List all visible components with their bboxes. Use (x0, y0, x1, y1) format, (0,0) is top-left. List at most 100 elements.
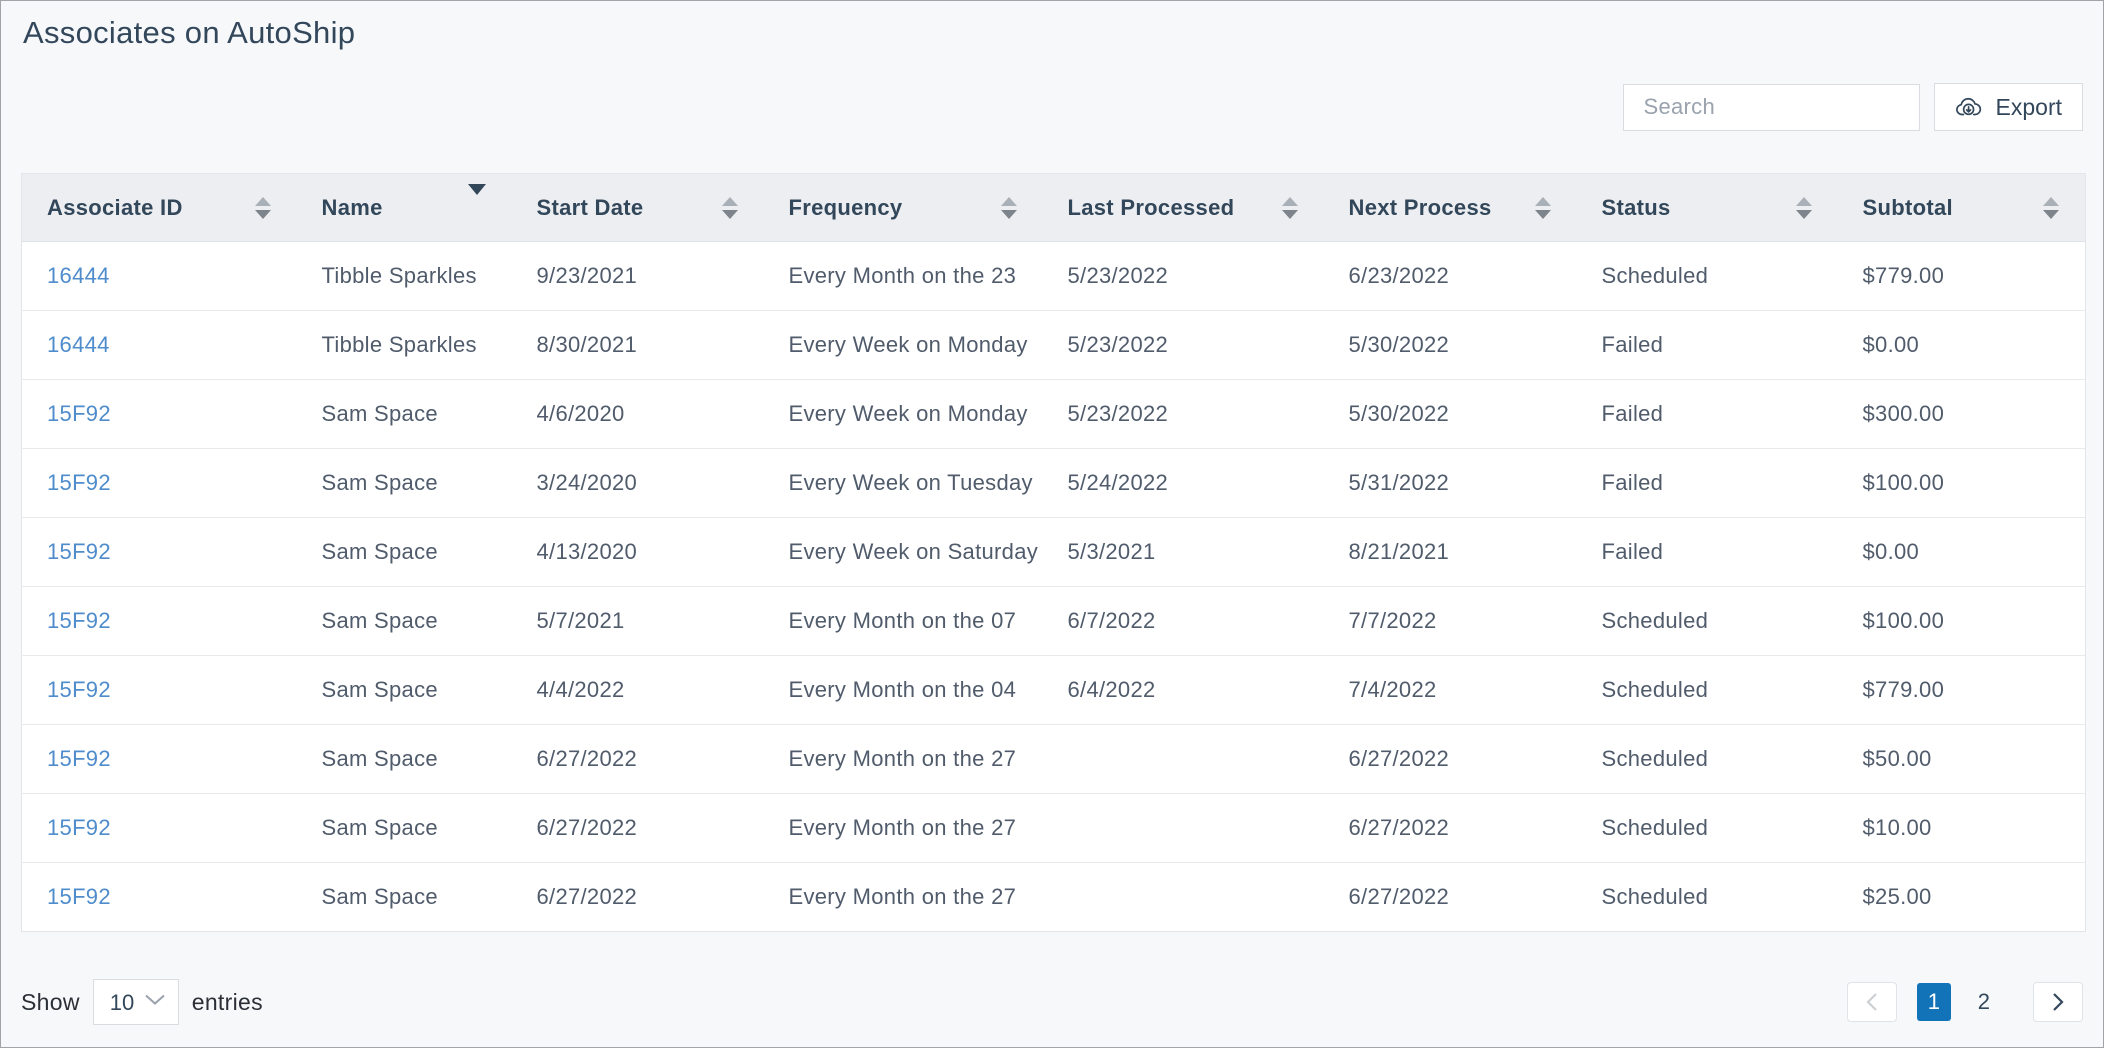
cell-last_processed: 5/23/2022 (1042, 310, 1324, 380)
cell-last_processed: 5/23/2022 (1042, 379, 1324, 449)
cell-frequency: Every Month on the 27 (763, 793, 1043, 863)
column-header-subtotal[interactable]: Subtotal (1837, 173, 2086, 242)
cell-start_date: 4/4/2022 (511, 655, 764, 725)
column-header-status[interactable]: Status (1576, 173, 1838, 242)
table-row: 15F92 Sam Space 6/27/2022 Every Month on th… (21, 862, 2086, 932)
table-row: 15F92 Sam Space 6/27/2022 Every Month on th… (21, 724, 2086, 794)
cell-subtotal: $779.00 (1862, 263, 1945, 288)
sort-both-icon (2043, 196, 2059, 219)
sort-descending-icon (467, 183, 486, 221)
cell-status: Failed (1576, 448, 1838, 518)
cell-name: Sam Space (296, 862, 512, 932)
column-label: Frequency (788, 194, 903, 220)
table-row: 15F92 Sam Space 3/24/2020 Every Week on Tue… (21, 448, 2086, 518)
table-row: 15F92 Sam Space 4/6/2020 Every Week on Mond… (21, 379, 2086, 449)
export-button[interactable]: Export (1933, 83, 2083, 131)
cell-start_date: 4/6/2020 (511, 379, 764, 449)
page-size-control: Show 10 entries (21, 979, 263, 1025)
show-label: Show (21, 988, 80, 1015)
cell-name: Sam Space (296, 586, 512, 656)
cell-next_process: 6/27/2022 (1323, 724, 1577, 794)
cell-start_date: 9/23/2021 (536, 263, 638, 288)
associate-id-link[interactable]: 15F92 (47, 884, 111, 909)
cell-status: Scheduled (1576, 793, 1838, 863)
cell-associate_id: 15F92 (21, 517, 297, 587)
cell-associate_id: 15F92 (21, 448, 297, 518)
page-size-select-wrap: 10 (92, 979, 179, 1025)
cell-last_processed: 5/23/2022 (1067, 263, 1169, 288)
chevron-right-icon (2050, 991, 2066, 1013)
next-page-button[interactable] (2033, 982, 2083, 1022)
cell-last_processed: 6/4/2022 (1042, 655, 1324, 725)
cell-frequency: Every Month on the 07 (763, 586, 1043, 656)
cell-last_processed (1042, 793, 1324, 863)
associate-id-link[interactable]: 15F92 (47, 746, 111, 771)
table-row: 15F92 Sam Space 4/13/2020 Every Week on Sat… (21, 517, 2086, 587)
associate-id-link[interactable]: 15F92 (47, 677, 111, 702)
page-1-button[interactable]: 1 (1917, 983, 1951, 1021)
entries-label: entries (191, 988, 263, 1015)
page-2-button[interactable]: 2 (1977, 989, 1991, 1014)
previous-page-button[interactable] (1847, 982, 1897, 1022)
associate-id-link[interactable]: 16444 (47, 332, 110, 357)
associate-id-link[interactable]: 15F92 (47, 470, 111, 495)
toolbar: Export (1622, 83, 2083, 131)
sort-both-icon (1281, 196, 1298, 219)
cell-frequency: Every Month on the 23 (788, 263, 1017, 288)
cell-status: Failed (1576, 379, 1838, 449)
column-header-last_processed[interactable]: Last Processed (1042, 173, 1324, 242)
search-box[interactable] (1622, 83, 1955, 131)
column-header-next_process[interactable]: Next Process (1323, 173, 1577, 242)
cell-frequency: Every Month on the 27 (763, 724, 1043, 794)
cell-subtotal: $50.00 (1837, 724, 2086, 794)
sort-both-icon (254, 196, 271, 219)
cell-subtotal: $779.00 (1837, 655, 2086, 725)
cell-status: Scheduled (1576, 586, 1838, 656)
cell-subtotal: $300.00 (1837, 379, 2086, 449)
cell-name: Sam Space (296, 517, 512, 587)
cell-subtotal: $0.00 (1837, 310, 2086, 380)
cell-associate_id: 15F92 (21, 793, 297, 863)
cell-status: Scheduled (1576, 655, 1838, 725)
cell-last_processed: 6/7/2022 (1042, 586, 1324, 656)
column-header-frequency[interactable]: Frequency (763, 173, 1043, 242)
column-header-start_date[interactable]: Start Date (511, 173, 764, 242)
page-size-select[interactable]: 10 (93, 980, 178, 1024)
cell-last_processed (1042, 724, 1324, 794)
pagination: 1 2 (1847, 982, 2083, 1022)
associate-id-link[interactable]: 15F92 (47, 815, 111, 840)
associate-id-link[interactable]: 15F92 (47, 401, 111, 426)
cell-next_process: 7/4/2022 (1323, 655, 1577, 725)
autoship-table: Associate ID Name Start Date Frequency Last … (21, 173, 2086, 932)
cell-name: Sam Space (296, 448, 512, 518)
cell-start_date: 5/7/2021 (511, 586, 764, 656)
cell-last_processed: 5/3/2021 (1042, 517, 1324, 587)
column-header-name[interactable]: Name (296, 173, 512, 242)
table-header: Associate ID Name Start Date Frequency Last … (21, 173, 2086, 242)
column-header-associate_id[interactable]: Associate ID (21, 173, 297, 242)
table-row: 15F92 Sam Space 6/27/2022 Every Month on th… (21, 793, 2086, 863)
associate-id-link[interactable]: 15F92 (47, 608, 111, 633)
cell-start_date: 6/27/2022 (511, 862, 764, 932)
sort-both-icon (1534, 196, 1551, 219)
cell-frequency: Every Week on Monday (763, 379, 1043, 449)
cell-associate_id: 16444 (21, 310, 297, 380)
search-input[interactable] (1643, 94, 1932, 120)
cell-name: Sam Space (296, 655, 512, 725)
table-footer: Show 10 entries (1, 957, 2103, 1047)
cell-subtotal: $10.00 (1837, 793, 2086, 863)
associate-id-link[interactable]: 16444 (47, 263, 110, 288)
sort-both-icon (1795, 196, 1812, 219)
column-label: Name (321, 194, 383, 220)
cell-status: Failed (1576, 310, 1838, 380)
cell-associate_id: 15F92 (21, 379, 297, 449)
cell-next_process: 5/30/2022 (1323, 310, 1577, 380)
cell-next_process: 6/27/2022 (1323, 862, 1577, 932)
associate-id-link[interactable]: 15F92 (47, 539, 111, 564)
cell-name: Sam Space (296, 793, 512, 863)
cell-last_processed: 5/24/2022 (1042, 448, 1324, 518)
cell-start_date: 3/24/2020 (511, 448, 764, 518)
cell-status: Scheduled (1576, 724, 1838, 794)
table-row: 15F92 Sam Space 4/4/2022 Every Month on the… (21, 655, 2086, 725)
